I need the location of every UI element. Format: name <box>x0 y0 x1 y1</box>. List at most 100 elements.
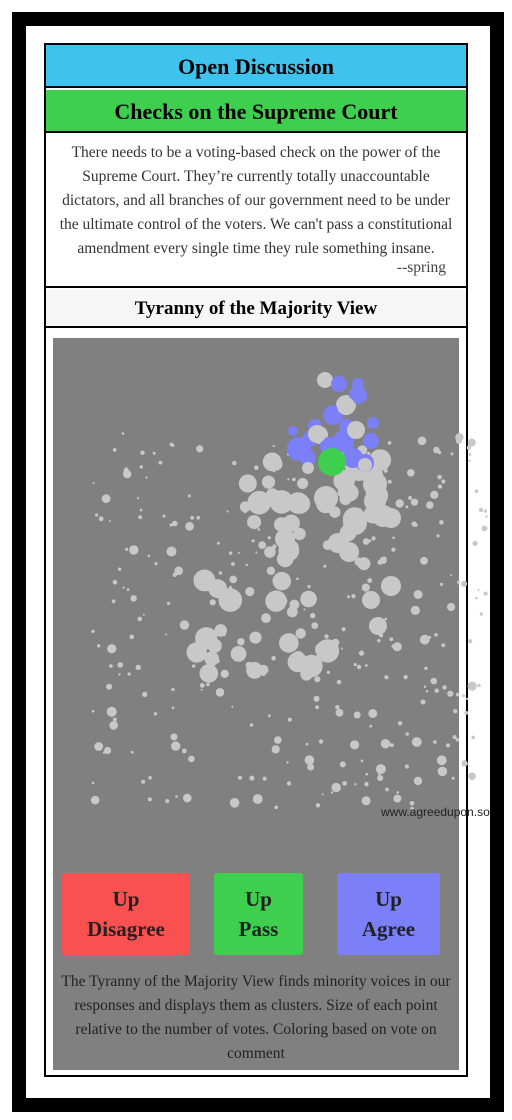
minority-point <box>172 520 178 527</box>
minority-point <box>91 781 95 785</box>
upvote-agree-button[interactable]: Up Agree <box>337 873 440 955</box>
minority-point <box>258 541 267 549</box>
minority-point <box>437 474 442 480</box>
minority-point <box>397 721 403 726</box>
minority-point <box>358 650 365 656</box>
minority-point <box>112 448 117 452</box>
minority-point <box>106 706 117 717</box>
minority-point <box>446 743 450 748</box>
minority-point <box>437 450 442 455</box>
minority-point <box>391 547 396 552</box>
minority-point <box>377 639 381 643</box>
minority-point <box>187 494 191 498</box>
minority-point <box>232 460 237 466</box>
minority-point <box>310 612 316 619</box>
minority-point <box>147 797 152 802</box>
minority-point <box>364 664 368 667</box>
minority-point <box>249 775 255 781</box>
minority-point <box>109 721 118 730</box>
cluster-point <box>199 664 219 683</box>
minority-point <box>471 735 476 740</box>
minority-point <box>324 634 329 639</box>
minority-point <box>436 534 440 538</box>
minority-point <box>430 677 438 685</box>
minority-point <box>287 717 292 722</box>
minority-point <box>303 608 306 611</box>
minority-point <box>127 672 131 676</box>
minority-point <box>335 705 340 710</box>
minority-point <box>117 567 122 571</box>
minority-point <box>262 776 267 781</box>
cluster-point <box>381 508 401 528</box>
minority-point <box>360 759 364 763</box>
agree-line2: Agree <box>361 917 416 941</box>
minority-point <box>271 745 280 754</box>
cluster-point <box>239 501 251 513</box>
cluster-point <box>246 662 263 679</box>
minority-point <box>382 556 387 561</box>
minority-point <box>147 554 151 558</box>
minority-point <box>354 783 357 786</box>
minority-point <box>365 772 369 776</box>
minority-point <box>95 513 99 517</box>
minority-point <box>245 587 255 597</box>
minority-point <box>104 746 112 755</box>
minority-point <box>101 494 111 503</box>
minority-point <box>441 643 445 647</box>
cluster-point <box>315 639 340 663</box>
minority-point <box>199 683 205 688</box>
minority-point <box>419 634 430 645</box>
minority-point <box>395 499 404 508</box>
minority-point <box>455 437 462 444</box>
minority-point <box>315 803 321 808</box>
minority-point <box>466 697 469 701</box>
minority-point <box>140 450 145 455</box>
minority-point <box>215 688 225 697</box>
minority-point <box>118 673 121 676</box>
minority-point <box>369 724 373 728</box>
cluster-point <box>249 631 262 644</box>
minority-point <box>314 676 321 683</box>
minority-point <box>439 582 444 586</box>
disagree-line2: Disagree <box>87 917 165 941</box>
minority-point <box>361 796 371 806</box>
minority-point <box>313 695 320 702</box>
minority-point <box>254 465 259 470</box>
minority-point <box>368 709 378 718</box>
upvote-pass-button[interactable]: Up Pass <box>214 873 303 955</box>
minority-point <box>129 634 135 640</box>
minority-point <box>91 629 95 633</box>
minority-point <box>461 580 468 587</box>
cluster-point <box>266 488 279 502</box>
minority-point <box>396 791 400 794</box>
minority-point <box>441 479 446 484</box>
cluster-point <box>343 511 367 535</box>
minority-point <box>477 588 480 591</box>
minority-point <box>472 540 478 546</box>
upvote-disagree-button[interactable]: Up Disagree <box>62 873 190 955</box>
minority-point <box>130 750 134 754</box>
minority-point <box>251 539 255 543</box>
cluster-point <box>283 540 299 556</box>
agree-point <box>367 417 379 429</box>
minority-point <box>196 515 200 520</box>
minority-point <box>468 639 473 644</box>
minority-point <box>331 782 341 793</box>
minority-point <box>375 764 386 775</box>
minority-point <box>137 616 143 622</box>
minority-point <box>424 666 428 670</box>
minority-point <box>200 688 203 691</box>
minority-point <box>485 515 488 518</box>
minority-point <box>377 775 384 781</box>
view-description: The Tyranny of the Majority View finds m… <box>61 973 451 1062</box>
cluster-point <box>297 478 309 489</box>
cluster-point <box>300 668 313 681</box>
section-title: Open Discussion <box>46 45 466 88</box>
minority-point <box>98 516 104 522</box>
minority-point <box>266 566 276 575</box>
minority-point <box>468 772 476 781</box>
cluster-point <box>247 490 271 515</box>
minority-point <box>462 694 466 698</box>
minority-point <box>339 761 346 768</box>
minority-point <box>209 599 216 606</box>
